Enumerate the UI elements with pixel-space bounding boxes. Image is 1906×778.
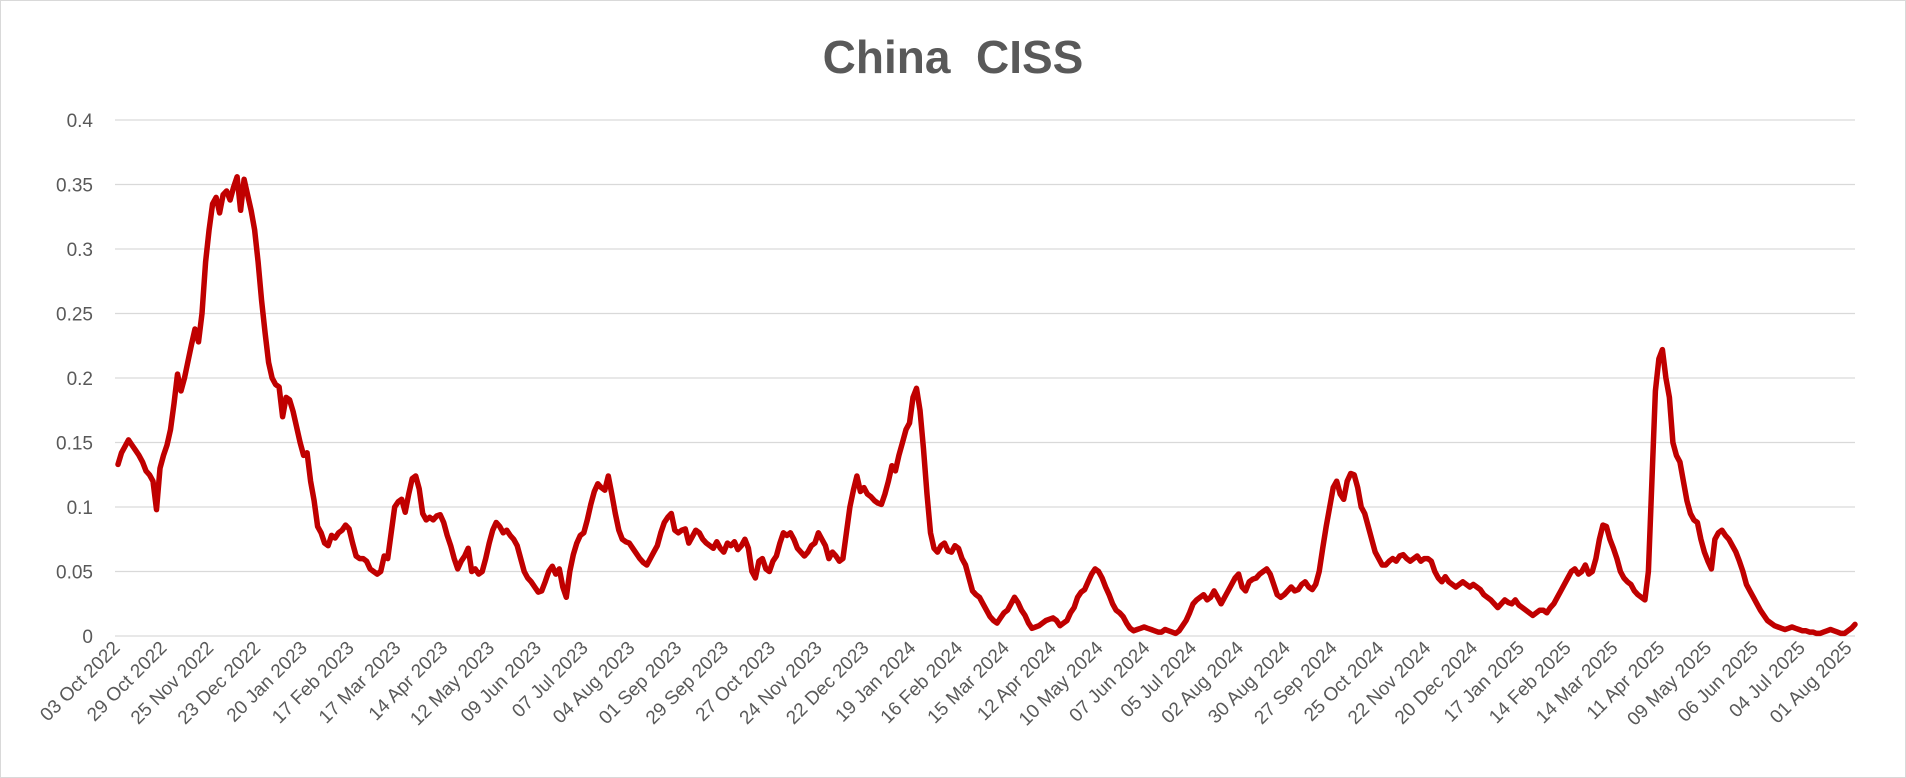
y-tick-label: 0.15 [56, 434, 93, 455]
x-tick-label: 01 Aug 2025 [1766, 638, 1856, 728]
series-group [115, 174, 1858, 637]
y-tick-label: 0.35 [56, 176, 93, 197]
y-tick-label: 0.1 [67, 498, 93, 519]
y-axis-tick-labels: 0 0.05 0.1 0.15 0.2 0.25 0.3 0.35 0.4 [56, 111, 93, 648]
y-tick-label: 0.2 [67, 369, 93, 390]
y-tick-label: 0.3 [67, 240, 93, 261]
y-tick-label: 0.05 [56, 563, 93, 584]
y-tick-label: 0.4 [67, 111, 94, 132]
chart-title: China CISS [823, 31, 1084, 83]
y-tick-label: 0.25 [56, 305, 93, 326]
y-tick-label: 0 [82, 627, 93, 648]
ciss-series-line [115, 174, 1858, 637]
